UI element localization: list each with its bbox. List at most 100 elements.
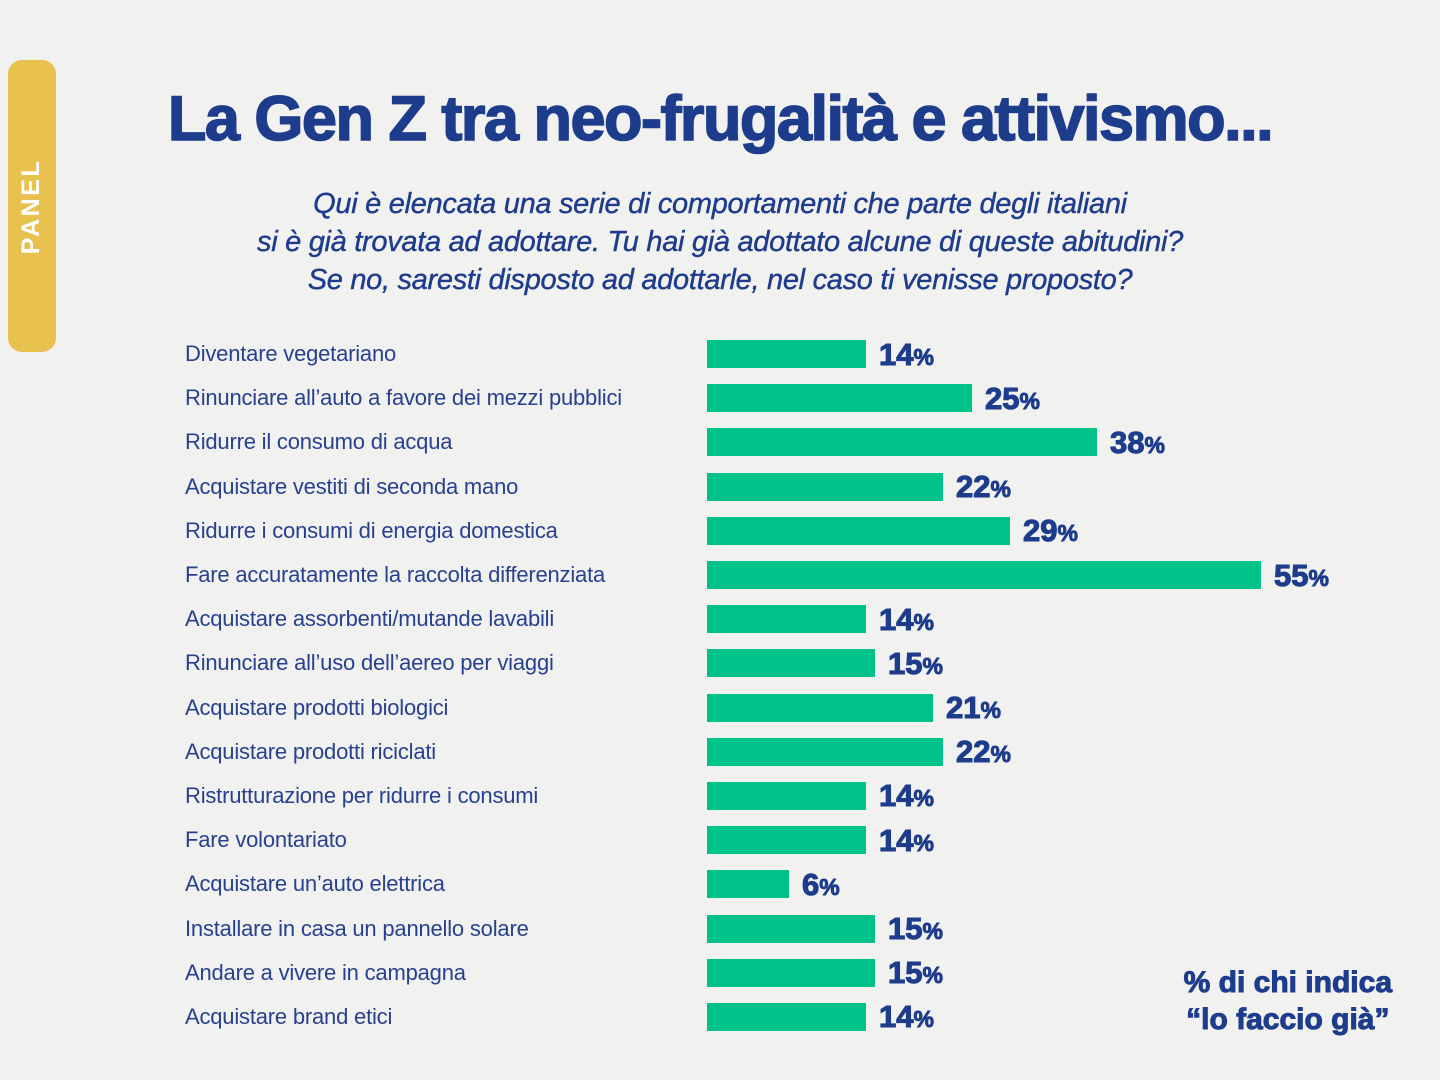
- value-label: 14%: [878, 780, 934, 812]
- chart-row: Fare accuratamente la raccolta differenz…: [0, 553, 1440, 597]
- value-number: 14: [878, 999, 914, 1035]
- category-label: Installare in casa un pannello solare: [185, 915, 529, 941]
- value-suffix: %: [913, 829, 934, 856]
- bar-area: 25%: [707, 380, 1440, 416]
- bar: [707, 428, 1097, 457]
- bar: [707, 605, 866, 634]
- category-label: Ridurre il consumo di acqua: [185, 429, 453, 455]
- value-number: 22: [955, 469, 991, 505]
- category-label: Rinunciare all’auto a favore dei mezzi p…: [185, 385, 622, 411]
- value-suffix: %: [1308, 564, 1329, 591]
- chart-row: Ridurre il consumo di acqua 38%: [0, 420, 1440, 464]
- bar-chart: Diventare vegetariano 14% Rinunciare all’a…: [0, 332, 1440, 1039]
- bar-area: 15%: [707, 911, 1440, 947]
- value-label: 55%: [1273, 557, 1329, 593]
- bar-area: 15%: [707, 645, 1440, 681]
- value-label: 6%: [801, 866, 840, 902]
- footnote-line: % di chi indica: [1183, 966, 1392, 1000]
- value-number: 6: [801, 866, 820, 902]
- bar-area: 14%: [707, 822, 1440, 858]
- value-number: 14: [878, 601, 914, 637]
- bar: [707, 870, 789, 899]
- value-number: 14: [878, 336, 914, 372]
- subtitle-line: si è già trovata ad adottare. Tu hai già…: [257, 226, 1184, 258]
- bar-area: 22%: [707, 734, 1440, 770]
- category-label: Acquistare prodotti riciclati: [185, 738, 436, 764]
- value-number: 15: [887, 645, 923, 681]
- value-suffix: %: [922, 962, 943, 989]
- bar: [707, 693, 933, 722]
- chart-row: Acquistare prodotti biologici 21%: [0, 686, 1440, 730]
- bar: [707, 1002, 866, 1031]
- bar-area: 21%: [707, 690, 1440, 726]
- value-suffix: %: [913, 343, 934, 370]
- value-number: 55: [1273, 557, 1309, 593]
- chart-row: Rinunciare all’auto a favore dei mezzi p…: [0, 376, 1440, 420]
- value-suffix: %: [990, 476, 1011, 503]
- value-label: 22%: [955, 469, 1011, 505]
- footnote-line: “lo faccio già”: [1186, 1003, 1390, 1037]
- value-label: 21%: [945, 690, 1001, 726]
- bar-area: 14%: [707, 999, 1440, 1035]
- value-suffix: %: [913, 608, 934, 635]
- panel-tab: PANEL: [8, 60, 56, 352]
- bar: [707, 826, 866, 855]
- chart-footnote: % di chi indica “lo faccio già”: [1183, 964, 1392, 1038]
- bar: [707, 384, 972, 413]
- value-label: 38%: [1109, 426, 1165, 458]
- bar: [707, 958, 875, 987]
- value-number: 22: [955, 734, 991, 770]
- value-label: 15%: [887, 955, 943, 991]
- bar: [707, 781, 866, 810]
- category-label: Fare accuratamente la raccolta differenz…: [185, 562, 606, 588]
- bar: [707, 472, 943, 501]
- chart-row: Fare volontariato 14%: [0, 818, 1440, 862]
- category-label: Ridurre i consumi di energia domestica: [185, 517, 558, 543]
- value-suffix: %: [913, 785, 934, 812]
- value-suffix: %: [990, 741, 1011, 768]
- chart-row: Ridurre i consumi di energia domestica 29…: [0, 509, 1440, 553]
- value-number: 14: [878, 822, 914, 858]
- subtitle-line: Se no, saresti disposto ad adottarle, ne…: [307, 264, 1133, 296]
- chart-row: Andare a vivere in campagna 15%: [0, 951, 1440, 995]
- value-label: 25%: [984, 380, 1040, 416]
- value-label: 29%: [1022, 513, 1078, 549]
- value-number: 15: [887, 911, 923, 947]
- category-label: Acquistare prodotti biologici: [185, 694, 449, 720]
- bar-area: 15%: [707, 955, 1440, 991]
- value-number: 25: [984, 380, 1020, 416]
- chart-row: Acquistare un’auto elettrica 6%: [0, 862, 1440, 906]
- category-label: Acquistare vestiti di seconda mano: [185, 473, 519, 499]
- value-label: 14%: [878, 601, 934, 637]
- value-number: 21: [945, 690, 981, 726]
- value-suffix: %: [1057, 520, 1078, 547]
- bar-area: 29%: [707, 513, 1440, 549]
- bar-area: 55%: [707, 557, 1440, 593]
- chart-row: Acquistare prodotti riciclati 22%: [0, 730, 1440, 774]
- chart-row: Installare in casa un pannello solare 15%: [0, 906, 1440, 950]
- value-label: 14%: [878, 999, 934, 1035]
- chart-row: Ristrutturazione per ridurre i consumi 14…: [0, 774, 1440, 818]
- value-label: 15%: [887, 911, 943, 947]
- category-label: Fare volontariato: [185, 827, 347, 853]
- chart-row: Acquistare assorbenti/mutande lavabili 14…: [0, 597, 1440, 641]
- bar: [707, 516, 1010, 545]
- value-number: 15: [887, 955, 923, 991]
- value-label: 14%: [878, 336, 934, 372]
- chart-row: Rinunciare all’uso dell’aereo per viaggi…: [0, 641, 1440, 685]
- bar-area: 14%: [707, 780, 1440, 812]
- value-number: 29: [1022, 513, 1058, 549]
- chart-row: Acquistare vestiti di seconda mano 22%: [0, 465, 1440, 509]
- value-label: 22%: [955, 734, 1011, 770]
- chart-row: Acquistare brand etici 14%: [0, 995, 1440, 1039]
- bar-area: 6%: [707, 866, 1440, 902]
- value-label: 14%: [878, 822, 934, 858]
- bar: [707, 649, 875, 678]
- value-suffix: %: [980, 697, 1001, 724]
- value-suffix: %: [922, 652, 943, 679]
- bar-area: 22%: [707, 469, 1440, 505]
- bar: [707, 737, 943, 766]
- value-suffix: %: [913, 1006, 934, 1033]
- value-label: 15%: [887, 645, 943, 681]
